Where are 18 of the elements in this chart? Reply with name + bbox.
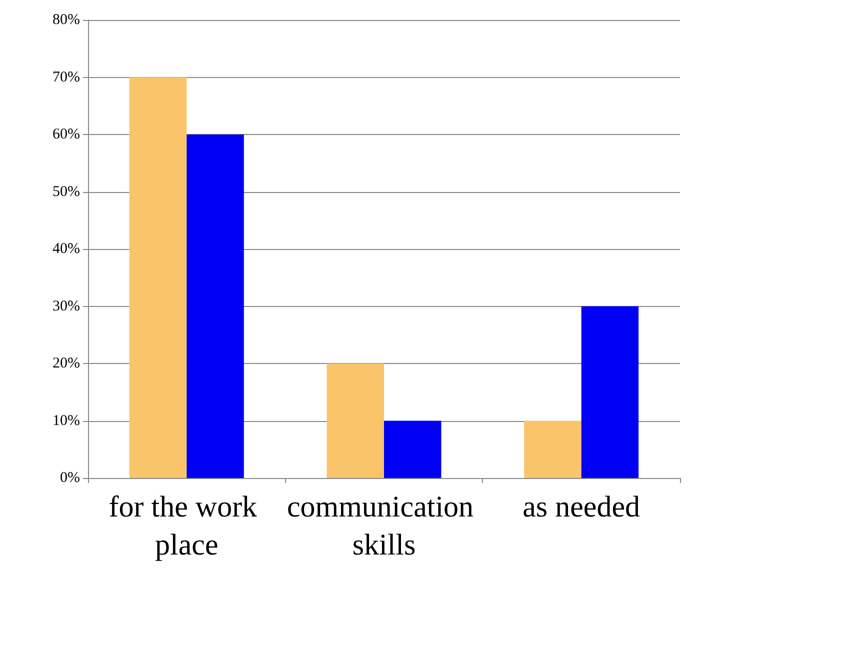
bar — [326, 364, 384, 478]
bar — [186, 134, 244, 478]
bar — [384, 420, 442, 478]
y-tick-label: 80% — [52, 12, 80, 28]
y-tick-label: 70% — [52, 69, 80, 86]
bar — [581, 306, 639, 478]
x-tick-label: as needed — [522, 490, 640, 524]
y-tick-label: 10% — [52, 412, 80, 429]
y-tick-label: 0% — [60, 470, 80, 486]
bar — [129, 77, 187, 478]
y-tick-label: 30% — [52, 298, 80, 314]
y-tick-label: 60% — [52, 126, 80, 142]
x-tick-label: communication skills — [286, 490, 482, 562]
y-tick-label: 50% — [52, 184, 80, 200]
bar — [524, 420, 582, 478]
x-tick-label: for the work place — [108, 490, 265, 562]
y-tick-label: 40% — [52, 241, 80, 257]
y-tick-label: 20% — [52, 356, 80, 372]
